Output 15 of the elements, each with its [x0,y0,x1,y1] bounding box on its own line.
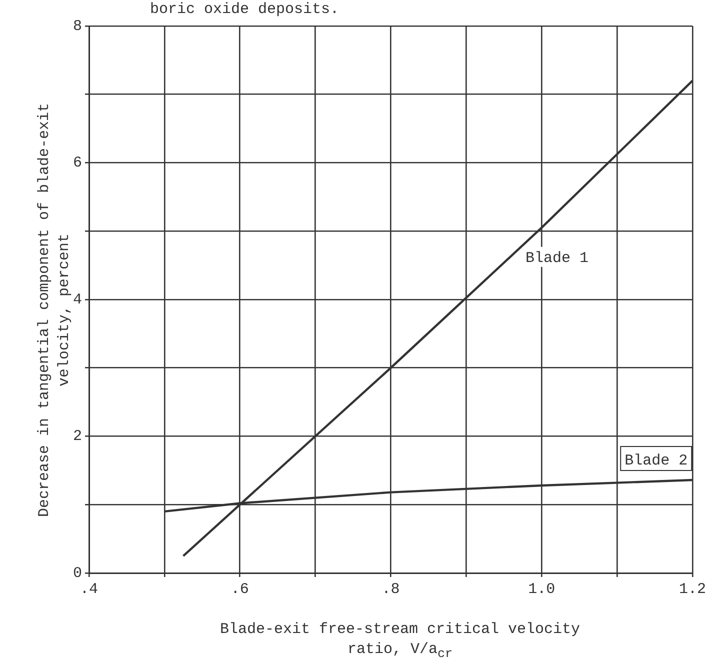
x-tick-label: .4 [80,580,98,598]
x-tick-label: 1.2 [678,580,706,598]
y-tick-label: 8 [72,18,82,35]
y-tick-label: 0 [72,564,82,582]
text: boric oxide deposits. [150,0,340,20]
x-tick-label: .6 [230,580,249,598]
series-label: Blade 1 [525,250,588,267]
y-tick-label: 6 [72,154,82,172]
y-tick-label: 4 [72,291,82,308]
x-tick-label: .8 [382,580,400,598]
x-tick-label: 1.0 [528,580,556,598]
x-axis-title: Blade-exit free-stream critical velocity ratio, V/a$_{cr}$ [218,620,582,663]
y-axis-title: Decrease in tangential component of blade-exit velocity, percent [36,102,73,518]
y-tick-label: 2 [72,428,82,446]
series-label: Blade 2 [624,452,688,470]
